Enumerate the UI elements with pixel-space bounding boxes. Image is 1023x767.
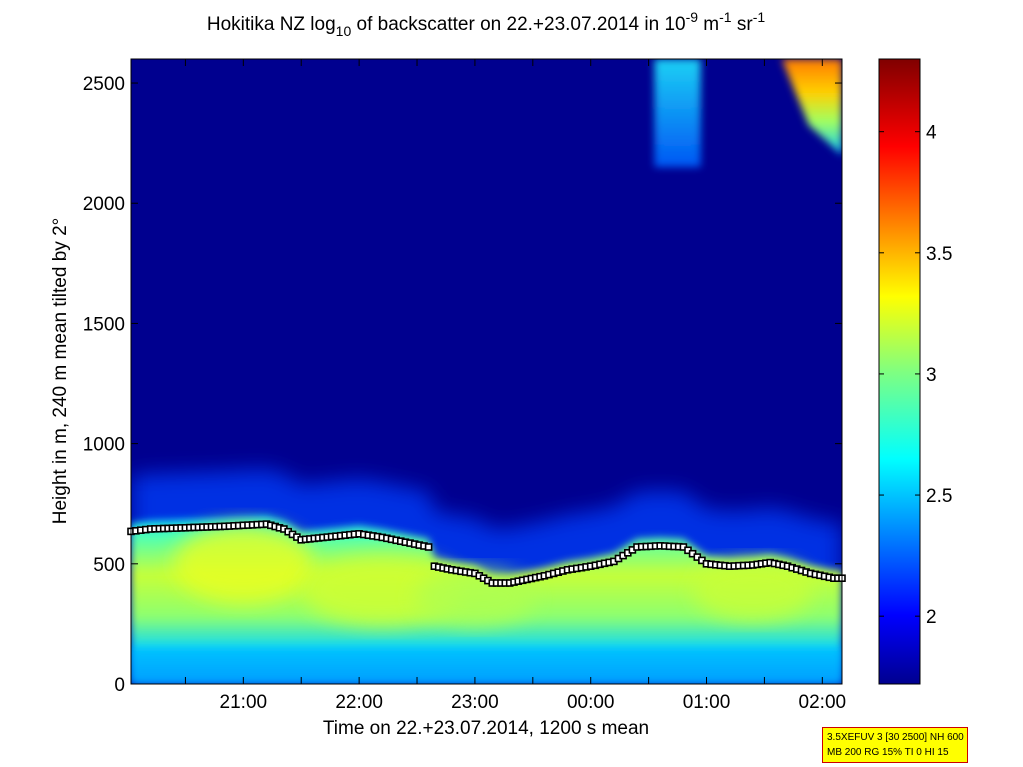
y-tick-label: 2500 [83,74,125,95]
colorbar-gradient [878,58,921,685]
x-tick-label: 01:00 [683,692,731,713]
x-axis: 21:00 22:00 23:00 00:00 01:00 02:00 [184,59,847,713]
x-tick-label: 23:00 [451,692,499,713]
surface-layer [131,647,842,684]
x-tick-label: 00:00 [567,692,615,713]
cloud-layer [781,59,842,156]
y-tick-label: 1000 [83,435,125,456]
boundary-layer-markers [127,520,846,587]
colorbar-tick-label: 4 [926,123,937,144]
bl-height-marker [424,543,433,551]
chart-title: Hokitika NZ log10 of backscatter on 22.+… [207,9,766,39]
y-tick-label: 500 [93,555,125,576]
processing-info-box: 3.5XEFUV 3 [30 2500] NH 600 MB 200 RG 15… [822,727,968,763]
colorbar-tick-label: 3.5 [926,244,952,265]
x-tick-label: 22:00 [335,692,383,713]
aerosol-core [173,523,314,604]
info-line-1: 3.5XEFUV 3 [30 2500] NH 600 [827,732,964,743]
heatmap-plot-area [131,59,842,684]
colorbar-tick-label: 2 [926,607,937,628]
plot-frame [130,58,843,685]
colorbar-tick-label: 3 [926,365,937,386]
colorbar-ticks: 2 2.5 3 3.5 4 [879,123,952,628]
y-axis-label: Height in m, 240 m mean tilted by 2° [50,218,71,524]
x-tick-label: 02:00 [799,692,847,713]
x-axis-label: Time on 22.+23.07.2014, 1200 s mean [323,718,649,739]
info-line-2: MB 200 RG 15% TI 0 HI 15 [827,747,949,758]
colorbar-tick-label: 2.5 [926,486,952,507]
cirrus-cloud [654,59,701,168]
y-tick-label: 0 [114,675,125,696]
x-tick-label: 21:00 [220,692,268,713]
colorbar: 2 2.5 3 3.5 4 [878,58,952,685]
y-tick-label: 2000 [83,194,125,215]
aerosol-core [692,560,813,621]
y-tick-label: 1500 [83,314,125,335]
y-axis: 0 500 1000 1500 2000 2500 [83,74,842,696]
